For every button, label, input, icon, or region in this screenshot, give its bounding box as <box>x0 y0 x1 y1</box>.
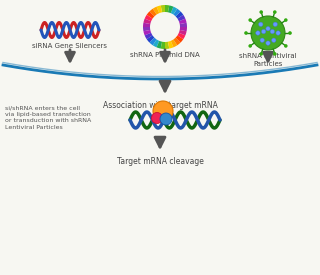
Circle shape <box>266 26 270 31</box>
Wedge shape <box>171 7 177 15</box>
Wedge shape <box>168 6 173 13</box>
Circle shape <box>284 18 288 22</box>
Wedge shape <box>161 42 165 49</box>
Wedge shape <box>147 12 154 19</box>
Wedge shape <box>176 35 183 43</box>
Circle shape <box>260 10 263 14</box>
Circle shape <box>259 22 263 26</box>
Wedge shape <box>171 40 177 47</box>
Wedge shape <box>153 7 159 15</box>
Circle shape <box>260 52 263 56</box>
Wedge shape <box>165 42 169 49</box>
Wedge shape <box>179 19 187 24</box>
Wedge shape <box>143 27 150 31</box>
Circle shape <box>276 31 280 35</box>
Wedge shape <box>153 40 159 47</box>
Circle shape <box>260 38 264 42</box>
Wedge shape <box>168 41 173 49</box>
Text: shRNA Plasmid DNA: shRNA Plasmid DNA <box>130 52 200 58</box>
Wedge shape <box>178 33 185 39</box>
Text: si/shRNA enters the cell
via lipid-based transfection
or transduction with shRNA: si/shRNA enters the cell via lipid-based… <box>5 105 91 130</box>
Circle shape <box>151 112 163 123</box>
Circle shape <box>266 41 270 45</box>
Wedge shape <box>179 30 187 35</box>
Wedge shape <box>173 38 180 45</box>
Wedge shape <box>178 15 185 21</box>
Circle shape <box>273 52 276 56</box>
Circle shape <box>261 29 266 34</box>
Wedge shape <box>149 38 157 45</box>
Wedge shape <box>143 19 151 24</box>
Circle shape <box>248 44 252 48</box>
Wedge shape <box>143 23 150 27</box>
Circle shape <box>272 38 276 42</box>
Text: siRNA Gene Silencers: siRNA Gene Silencers <box>33 43 108 49</box>
Circle shape <box>288 31 292 35</box>
Wedge shape <box>145 33 153 39</box>
Circle shape <box>151 13 179 41</box>
Wedge shape <box>173 9 180 16</box>
Wedge shape <box>161 5 165 12</box>
Circle shape <box>248 18 252 22</box>
Circle shape <box>273 22 277 26</box>
Wedge shape <box>147 35 154 43</box>
Wedge shape <box>180 23 187 27</box>
Wedge shape <box>143 30 151 35</box>
Wedge shape <box>145 15 153 21</box>
Circle shape <box>273 10 276 14</box>
Circle shape <box>256 31 260 35</box>
Wedge shape <box>149 9 157 16</box>
Wedge shape <box>165 5 169 12</box>
Circle shape <box>284 44 288 48</box>
Wedge shape <box>176 12 183 19</box>
Circle shape <box>244 31 248 35</box>
Circle shape <box>270 29 275 34</box>
Text: Target mRNA cleavage: Target mRNA cleavage <box>116 157 204 166</box>
Text: shRNA Lentiviral
Particles: shRNA Lentiviral Particles <box>239 53 297 67</box>
Circle shape <box>251 16 285 50</box>
Wedge shape <box>180 27 187 31</box>
Circle shape <box>153 101 173 121</box>
Wedge shape <box>156 41 162 49</box>
Wedge shape <box>156 6 162 13</box>
Circle shape <box>160 113 172 125</box>
Text: Association with target mRNA: Association with target mRNA <box>103 101 217 110</box>
